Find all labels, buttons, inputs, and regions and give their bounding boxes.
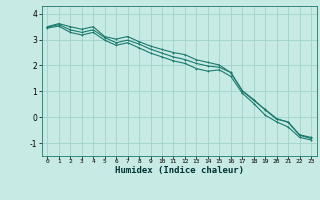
X-axis label: Humidex (Indice chaleur): Humidex (Indice chaleur) <box>115 166 244 175</box>
